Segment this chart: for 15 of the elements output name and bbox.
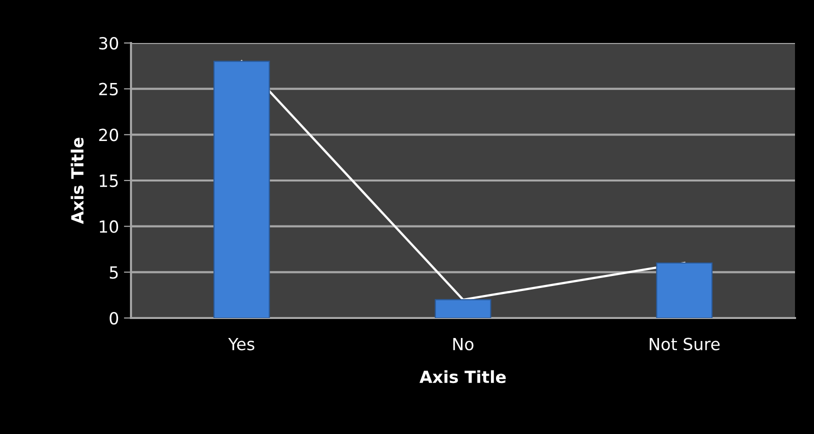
- y-tick-label: 5: [110, 266, 118, 279]
- y-tick-label: 10: [100, 220, 118, 233]
- y-tick-label: 25: [99, 82, 118, 96]
- y-axis-title: Axis Title: [70, 138, 84, 224]
- y-tick-label: 20: [99, 128, 118, 142]
- y-tick-label: 30: [99, 36, 118, 50]
- bar: [434, 299, 492, 318]
- bar: [656, 262, 713, 318]
- bar: [213, 60, 270, 318]
- x-tick-label: No: [453, 338, 474, 350]
- x-tick-label: Yes: [228, 338, 254, 350]
- x-tick-label: Not Sure: [650, 338, 720, 350]
- y-tick-label: 0: [110, 312, 118, 325]
- x-axis-title: Axis Title: [420, 370, 506, 384]
- y-tick-label: 15: [100, 174, 118, 188]
